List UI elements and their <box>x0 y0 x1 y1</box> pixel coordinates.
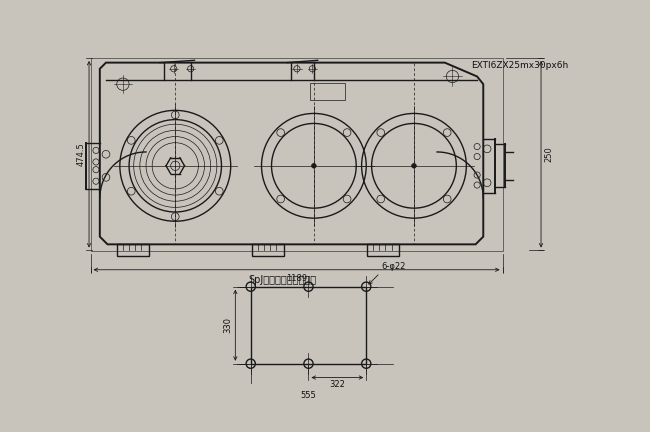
Bar <box>252 245 284 256</box>
Circle shape <box>311 163 316 168</box>
Text: 555: 555 <box>300 391 317 400</box>
Circle shape <box>411 163 416 168</box>
Bar <box>251 287 366 364</box>
Bar <box>90 58 502 251</box>
Text: 330: 330 <box>223 317 232 333</box>
Bar <box>117 245 149 256</box>
Bar <box>310 83 345 100</box>
Text: SpJ专用减速器连接尺寸: SpJ专用减速器连接尺寸 <box>248 275 317 285</box>
Text: 474.5: 474.5 <box>77 143 86 166</box>
Text: 322: 322 <box>330 380 345 389</box>
Text: 250: 250 <box>544 146 553 162</box>
Bar <box>367 245 399 256</box>
Text: 1189: 1189 <box>286 273 307 283</box>
Text: 6-φ22: 6-φ22 <box>382 262 406 271</box>
Text: EXTI6ZX25mx30px6h: EXTI6ZX25mx30px6h <box>471 61 568 70</box>
